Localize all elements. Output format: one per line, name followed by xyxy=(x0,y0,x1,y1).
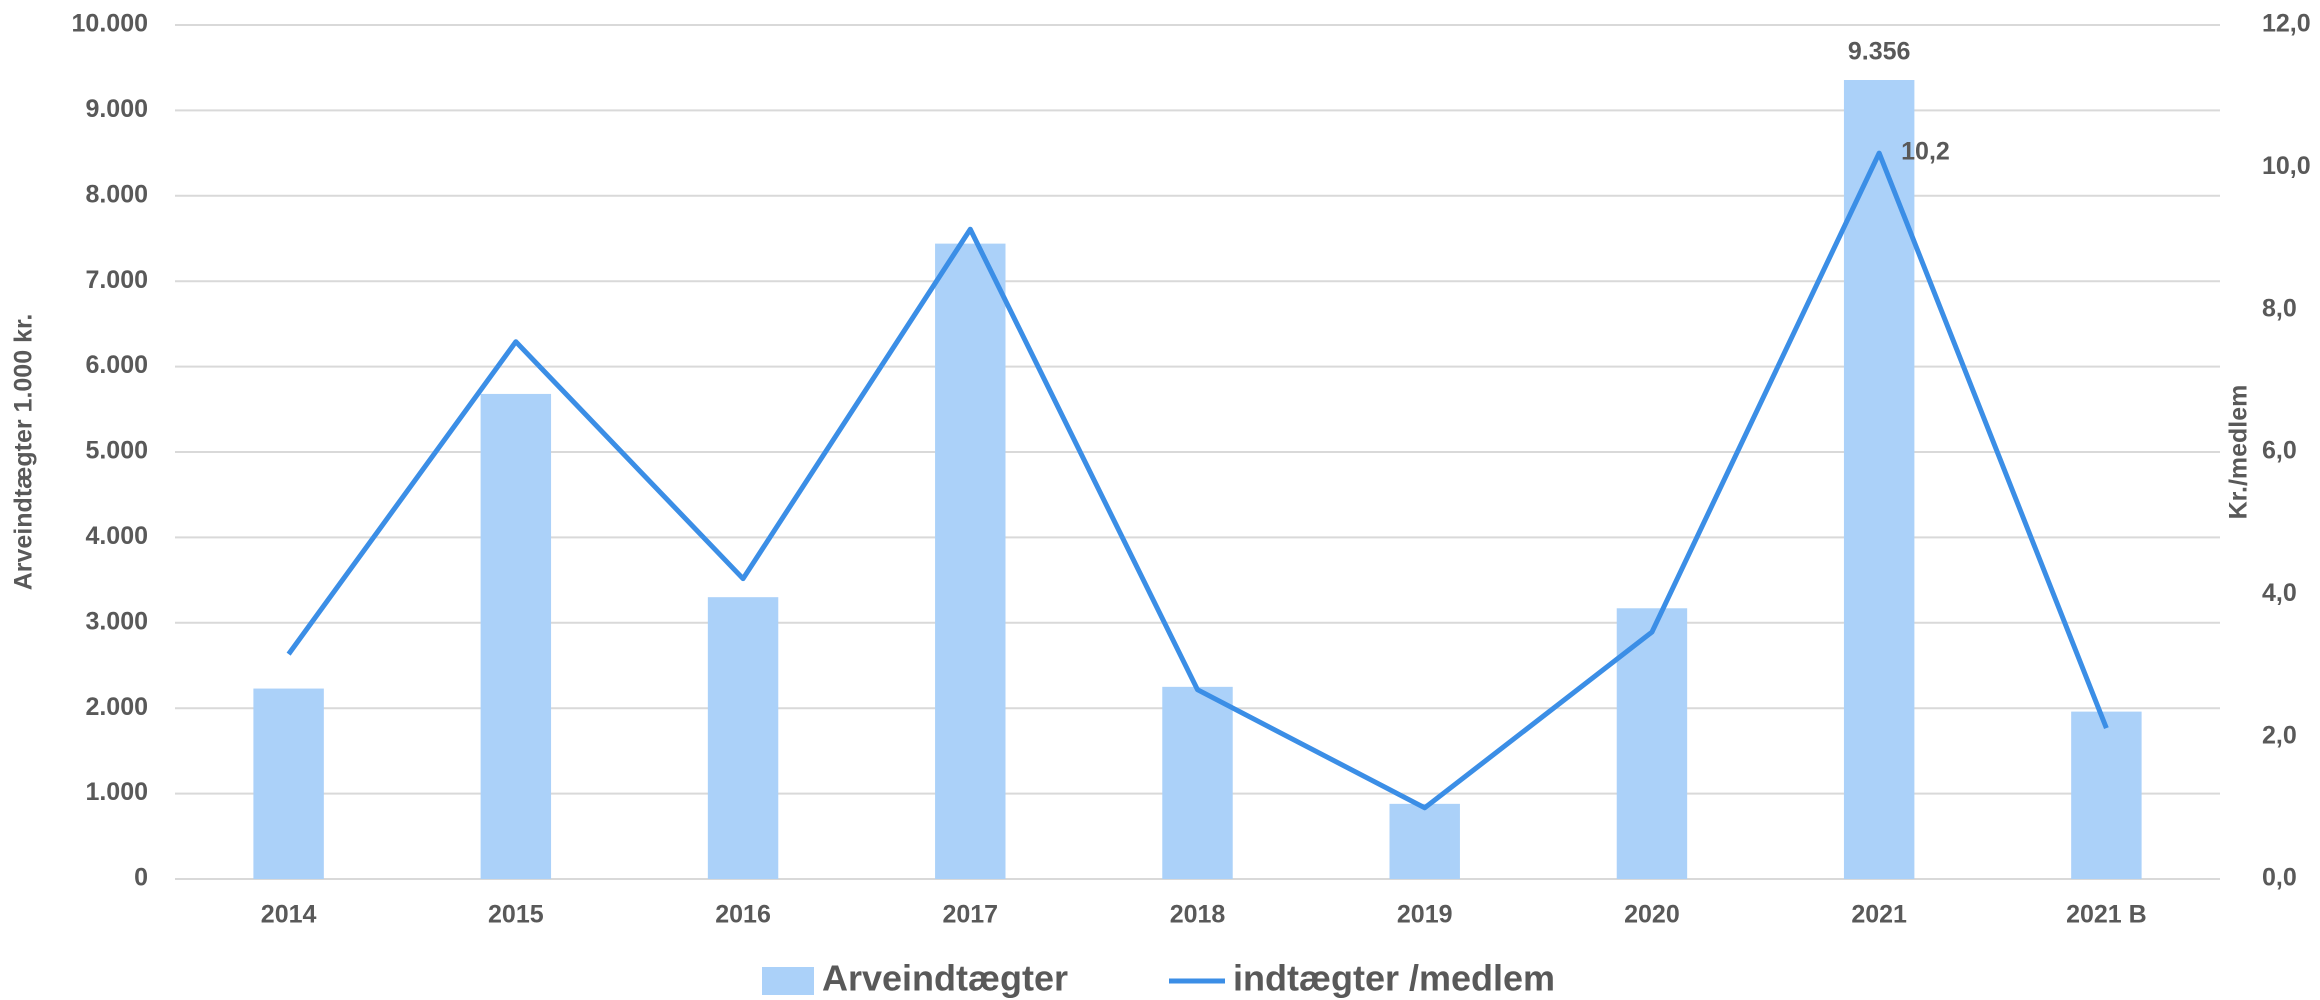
x-tick-label: 2021 B xyxy=(2066,901,2147,929)
x-tick-label: 2016 xyxy=(715,901,771,929)
y-tick-label: 0 xyxy=(134,864,148,892)
bar xyxy=(480,393,552,879)
y-tick-label: 3.000 xyxy=(85,607,148,635)
y2-tick-label: 8,0 xyxy=(2262,294,2297,322)
bar xyxy=(2071,711,2142,879)
x-tick-label: 2015 xyxy=(488,901,544,929)
x-tick-label: 2020 xyxy=(1624,901,1680,929)
y2-tick-label: 0,0 xyxy=(2262,864,2297,892)
bar xyxy=(253,688,324,879)
y-axis-title: Arveindtægter 1.000 kr. xyxy=(10,314,38,591)
x-tick-label: 2021 xyxy=(1851,901,1907,929)
y-tick-label: 2.000 xyxy=(85,693,148,721)
y2-tick-label: 2,0 xyxy=(2262,721,2297,749)
data-label: 9.356 xyxy=(1848,38,1911,66)
legend-label: Arveindtægter xyxy=(822,958,1068,999)
y-tick-label: 9.000 xyxy=(85,95,148,123)
bar xyxy=(1616,608,1688,879)
x-tick-label: 2017 xyxy=(942,901,998,929)
y-tick-label: 4.000 xyxy=(85,522,148,550)
bar xyxy=(935,243,1006,879)
y-tick-label: 8.000 xyxy=(85,180,148,208)
x-tick-label: 2018 xyxy=(1170,901,1226,929)
y-tick-label: 6.000 xyxy=(85,351,148,379)
legend-label: indtægter /medlem xyxy=(1233,958,1555,999)
y2-tick-label: 12,0 xyxy=(2262,10,2311,38)
line xyxy=(286,150,2109,811)
y-tick-label: 7.000 xyxy=(85,266,148,294)
data-label: 10,2 xyxy=(1901,138,1950,166)
x-tick-label: 2014 xyxy=(261,901,317,929)
y2-tick-label: 10,0 xyxy=(2262,152,2311,180)
bar xyxy=(707,597,779,879)
x-tick-label: 2019 xyxy=(1397,901,1453,929)
legend-swatch xyxy=(762,967,814,995)
bar xyxy=(1162,686,1233,879)
y2-tick-label: 6,0 xyxy=(2262,437,2297,465)
y2-tick-label: 4,0 xyxy=(2262,579,2297,607)
y-tick-label: 10.000 xyxy=(72,10,148,38)
y-tick-label: 5.000 xyxy=(85,437,148,465)
bar xyxy=(1389,803,1460,879)
y-tick-label: 1.000 xyxy=(85,778,148,806)
y2-axis-title: Kr./medlem xyxy=(2225,385,2253,520)
